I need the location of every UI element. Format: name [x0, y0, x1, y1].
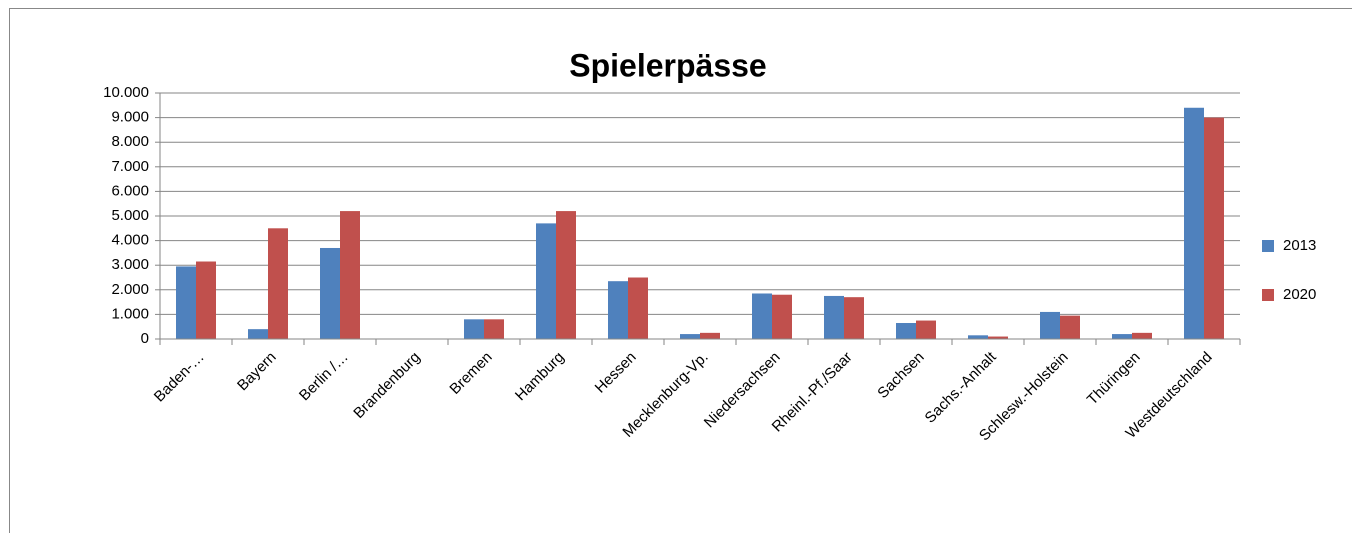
bar [268, 228, 288, 339]
y-tick-label: 3.000 [111, 256, 149, 273]
bar [484, 319, 504, 339]
bar [1112, 334, 1132, 339]
bar [916, 320, 936, 339]
y-tick-label: 1.000 [111, 305, 149, 322]
bar [248, 329, 268, 339]
bar [1060, 315, 1080, 339]
bar [556, 211, 576, 339]
bar [968, 335, 988, 339]
y-tick-label: 6.000 [111, 182, 149, 199]
bar [1132, 332, 1152, 339]
bar [896, 323, 916, 339]
bar [320, 247, 340, 339]
bar [464, 319, 484, 339]
y-tick-label: 9.000 [111, 109, 149, 126]
bar [752, 293, 772, 339]
bar [1204, 117, 1224, 339]
bar [628, 277, 648, 339]
bar [700, 332, 720, 339]
y-tick-label: 2.000 [111, 281, 149, 298]
y-tick-label: 10.000 [103, 84, 149, 101]
bar [1040, 311, 1060, 339]
bar [340, 211, 360, 339]
legend-swatch [1262, 289, 1274, 301]
bar [824, 295, 844, 339]
y-tick-label: 5.000 [111, 207, 149, 224]
bar [176, 266, 196, 339]
y-tick-label: 4.000 [111, 232, 149, 249]
legend-swatch [1262, 240, 1274, 252]
bar [844, 297, 864, 339]
chart-title: Spielerpässe [569, 47, 766, 83]
bar [608, 281, 628, 339]
bar [1184, 107, 1204, 339]
bar [772, 294, 792, 339]
chart-frame [9, 8, 1352, 533]
bar [680, 334, 700, 339]
y-tick-label: 7.000 [111, 158, 149, 175]
bar [988, 336, 1008, 339]
legend-label: 2013 [1283, 237, 1316, 254]
bar [536, 223, 556, 339]
legend-label: 2020 [1283, 286, 1316, 303]
y-tick-label: 0 [141, 330, 149, 347]
bar [196, 261, 216, 339]
y-tick-label: 8.000 [111, 133, 149, 150]
